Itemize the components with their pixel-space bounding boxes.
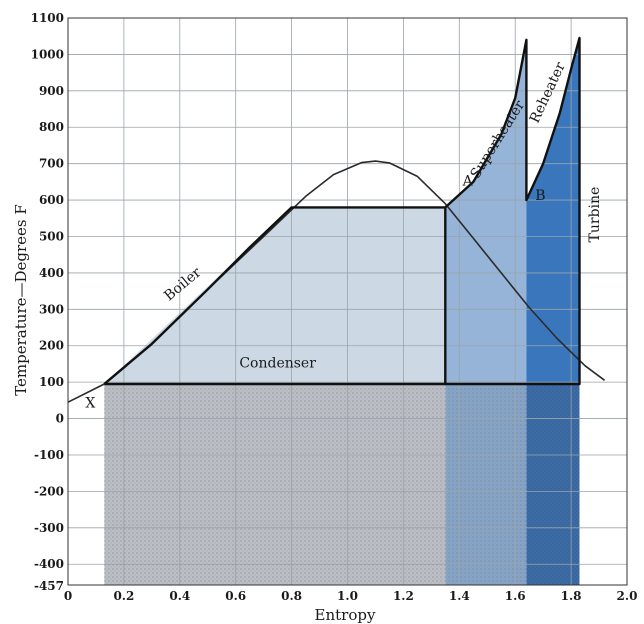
y-tick-label: 700 <box>39 157 64 171</box>
axis-layer: 0 0.2 0.4 0.6 0.8 1.0 1.2 1.4 1.6 1.8 2.0110010009… <box>31 11 638 603</box>
y-axis-title: Temperature—Degrees F <box>12 204 30 396</box>
y-tick-label: 600 <box>39 193 64 207</box>
stipple-reheater-lower <box>526 384 580 585</box>
y-tick-label: 400 <box>39 266 64 280</box>
plot-frame <box>67 17 628 586</box>
x-tick-label: 1.2 <box>393 589 414 603</box>
y-tick-label: -457 <box>34 579 64 593</box>
y-tick-label: 800 <box>39 120 64 134</box>
x-tick-label: 2.0 <box>617 589 638 603</box>
y-tick-label: -300 <box>34 521 64 535</box>
annotation-x: X <box>85 396 95 412</box>
region-reheater <box>526 38 580 384</box>
grid-layer <box>67 17 628 586</box>
annotation-b: B <box>535 188 545 204</box>
x-tick-label: 1.6 <box>505 589 526 603</box>
y-tick-label: 900 <box>39 84 64 98</box>
y-tick-label: 100 <box>39 375 64 389</box>
y-tick-label: -400 <box>34 557 64 571</box>
x-tick-label: 1.0 <box>337 589 358 603</box>
region-superheater <box>445 39 527 385</box>
y-tick-label: 0 <box>56 412 64 426</box>
y-tick-label: -100 <box>34 448 64 462</box>
x-tick-label: 0.6 <box>225 589 246 603</box>
region-boiler <box>104 207 446 384</box>
y-tick-label: 1000 <box>31 47 64 61</box>
y-tick-label: 300 <box>39 302 64 316</box>
y-tick-label: 200 <box>39 339 64 353</box>
y-tick-label: -200 <box>34 484 64 498</box>
y-tick-label: 1100 <box>31 11 64 25</box>
curve-layer <box>67 36 606 403</box>
annotation-a: A <box>462 174 474 190</box>
stipple-rejected-heat <box>104 384 446 585</box>
x-tick-label: 0.2 <box>113 589 134 603</box>
annotation-turbine: Turbine <box>587 187 603 243</box>
y-tick-label: 500 <box>39 229 64 243</box>
x-axis-title: Entropy <box>315 606 376 624</box>
x-tick-label: 1.8 <box>561 589 582 603</box>
stipple-layer <box>104 384 580 585</box>
stipple-superheater-lower <box>445 384 527 585</box>
x-tick-label: 0.8 <box>281 589 302 603</box>
annotation-condenser: Condenser <box>239 356 316 372</box>
x-tick-label: 0.4 <box>169 589 190 603</box>
x-tick-label: 1.4 <box>449 589 470 603</box>
cycle-line <box>103 36 581 386</box>
x-tick-label: 0 <box>64 589 72 603</box>
